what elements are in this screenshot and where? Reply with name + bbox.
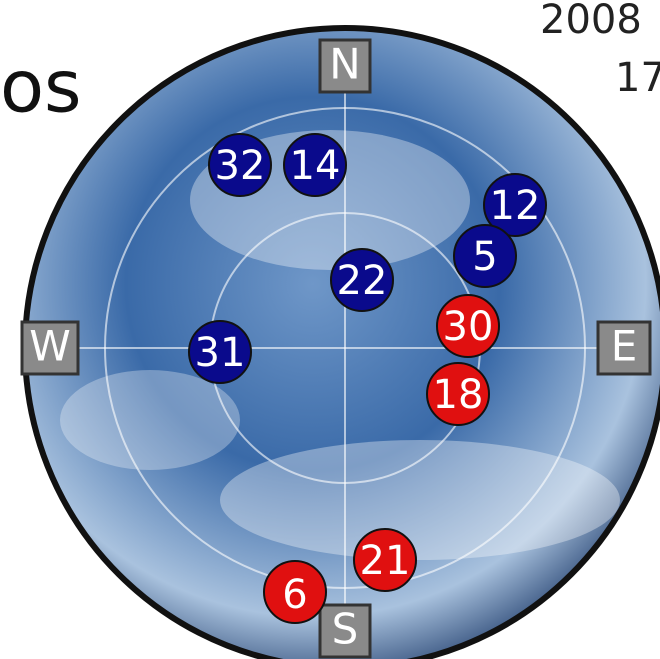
satellite-label: 22: [337, 258, 388, 304]
date-fragment: 2008: [540, 0, 642, 43]
satellite: 18: [426, 362, 490, 426]
satellite-label: 32: [215, 143, 266, 189]
satellite: 12: [483, 173, 547, 237]
globe: [22, 25, 660, 659]
satellite: 22: [330, 248, 394, 312]
satellite: 30: [436, 294, 500, 358]
satellite: 32: [208, 133, 272, 197]
satellite: 6: [263, 560, 327, 624]
satellite-label: 6: [282, 572, 307, 618]
compass-box: [318, 603, 372, 659]
compass: N S W E: [20, 38, 652, 659]
satellite-label: 30: [443, 304, 494, 350]
compass-s: S: [332, 605, 359, 654]
satellite: 14: [283, 133, 347, 197]
compass-w: W: [29, 322, 71, 371]
cloud: [220, 440, 620, 560]
satellite: 31: [188, 320, 252, 384]
time-fragment: 17: [615, 55, 660, 101]
satellite-label: 5: [472, 234, 497, 280]
satellite: 5: [453, 224, 517, 288]
satellite-label: 14: [290, 143, 341, 189]
compass-e: E: [611, 322, 638, 371]
satellite-label: 31: [195, 330, 246, 376]
cloud: [60, 370, 240, 470]
satellites: 32 14 12 5 22 30 31 18 21 6: [188, 133, 547, 624]
satellite: 21: [353, 528, 417, 592]
title-fragment: os: [0, 45, 82, 129]
satellite-label: 12: [490, 183, 541, 229]
compass-n: N: [329, 40, 360, 89]
compass-box: [20, 320, 80, 376]
compass-box: [596, 320, 652, 376]
compass-box: [318, 38, 372, 94]
satellite-label: 21: [360, 538, 411, 584]
satellite-label: 18: [433, 372, 484, 418]
